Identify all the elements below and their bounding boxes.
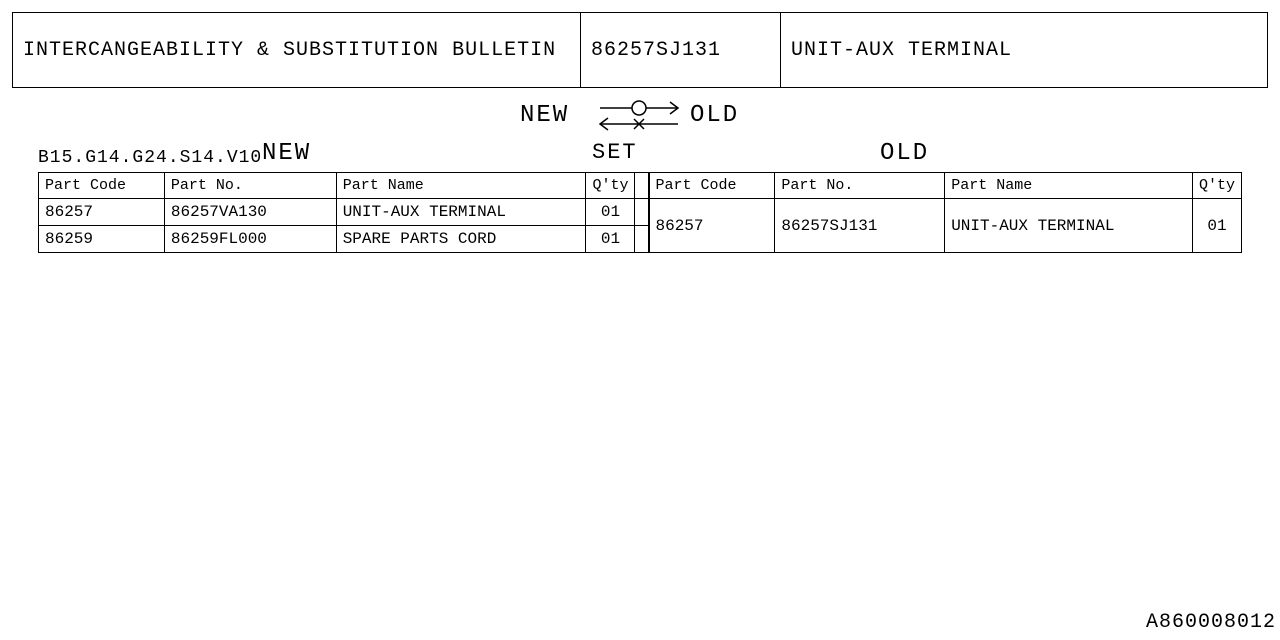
col-qty: Q'ty bbox=[1192, 173, 1241, 199]
cell-part-code: 86257 bbox=[649, 199, 775, 253]
footer-code: A860008012 bbox=[1146, 611, 1276, 634]
cell-part-name: UNIT-AUX TERMINAL bbox=[945, 199, 1193, 253]
header-box: INTERCANGEABILITY & SUBSTITUTION BULLETI… bbox=[12, 12, 1268, 88]
header-part-name: UNIT-AUX TERMINAL bbox=[781, 13, 1267, 87]
diagram-old-label: OLD bbox=[690, 102, 739, 129]
col-part-no: Part No. bbox=[775, 173, 945, 199]
table-row: 8625986259FL000SPARE PARTS CORD01 bbox=[39, 226, 649, 253]
cell-part-name: UNIT-AUX TERMINAL bbox=[336, 199, 586, 226]
col-part-code: Part Code bbox=[649, 173, 775, 199]
gap-col bbox=[635, 173, 648, 199]
gap-col bbox=[635, 199, 648, 226]
table-row: 8625786257SJ131UNIT-AUX TERMINAL01 bbox=[649, 199, 1242, 253]
set-label: SET bbox=[592, 140, 638, 165]
header-title: INTERCANGEABILITY & SUBSTITUTION BULLETI… bbox=[13, 13, 581, 87]
model-code: B15.G14.G24.S14.V10 bbox=[38, 148, 262, 168]
cell-part-no: 86259FL000 bbox=[164, 226, 336, 253]
interchange-diagram: NEW OLD bbox=[520, 94, 760, 140]
table-header-row: Part Code Part No. Part Name Q'ty bbox=[649, 173, 1242, 199]
new-section-heading: NEW bbox=[262, 140, 311, 167]
cell-qty: 01 bbox=[1192, 199, 1241, 253]
cell-qty: 01 bbox=[586, 226, 635, 253]
tables-container: Part Code Part No. Part Name Q'ty 862578… bbox=[38, 172, 1242, 253]
col-part-name: Part Name bbox=[945, 173, 1193, 199]
cell-part-no: 86257VA130 bbox=[164, 199, 336, 226]
col-part-no: Part No. bbox=[164, 173, 336, 199]
old-parts-table: Part Code Part No. Part Name Q'ty 862578… bbox=[649, 172, 1243, 253]
cell-part-code: 86257 bbox=[39, 199, 165, 226]
cell-part-no: 86257SJ131 bbox=[775, 199, 945, 253]
col-part-code: Part Code bbox=[39, 173, 165, 199]
header-part-number: 86257SJ131 bbox=[581, 13, 781, 87]
cell-qty: 01 bbox=[586, 199, 635, 226]
cell-part-code: 86259 bbox=[39, 226, 165, 253]
gap-col bbox=[635, 226, 648, 253]
old-section-heading: OLD bbox=[880, 140, 929, 167]
table-row: 8625786257VA130UNIT-AUX TERMINAL01 bbox=[39, 199, 649, 226]
table-header-row: Part Code Part No. Part Name Q'ty bbox=[39, 173, 649, 199]
cell-part-name: SPARE PARTS CORD bbox=[336, 226, 586, 253]
bidirectional-arrow-icon bbox=[594, 96, 684, 134]
new-parts-table: Part Code Part No. Part Name Q'ty 862578… bbox=[38, 172, 649, 253]
col-part-name: Part Name bbox=[336, 173, 586, 199]
diagram-new-label: NEW bbox=[520, 102, 569, 129]
col-qty: Q'ty bbox=[586, 173, 635, 199]
